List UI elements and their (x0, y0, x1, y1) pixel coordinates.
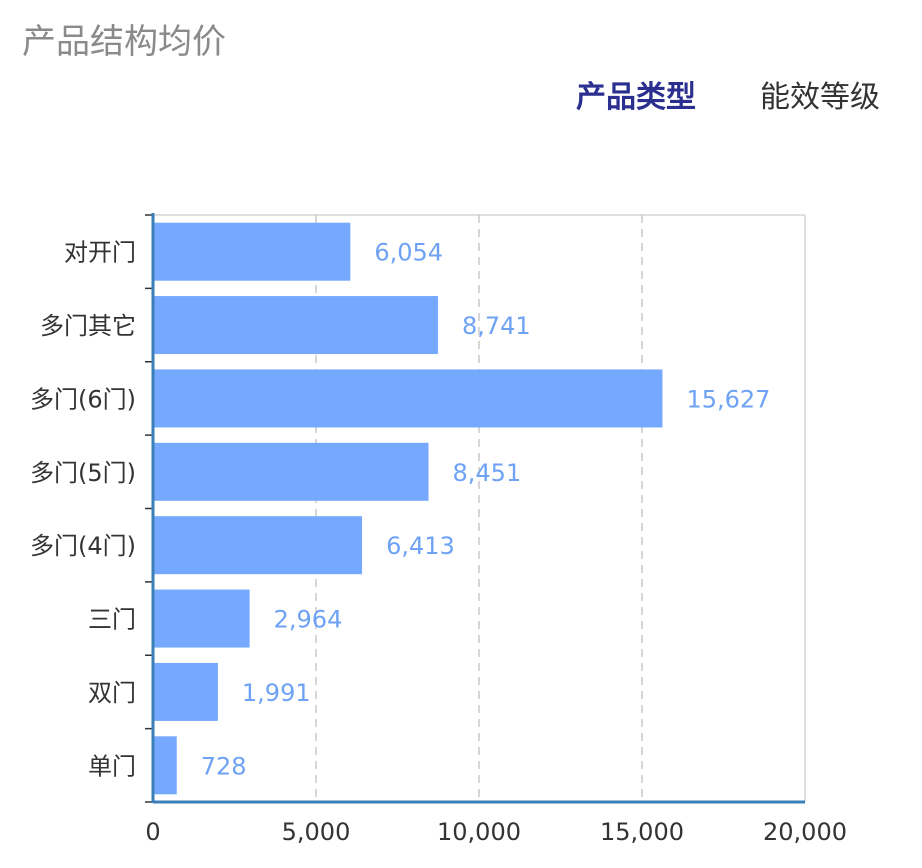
value-label: 6,413 (386, 532, 455, 560)
x-tick-label: 10,000 (437, 818, 521, 846)
category-label: 多门其它 (40, 312, 136, 340)
value-label: 8,741 (462, 312, 531, 340)
tab-energy-level[interactable]: 能效等级 (760, 80, 880, 115)
bar (153, 222, 351, 281)
value-label: 8,451 (453, 459, 522, 487)
value-label: 6,054 (374, 239, 443, 267)
category-label: 多门(4门) (30, 532, 136, 560)
x-tick-label: 20,000 (763, 818, 847, 846)
x-tick-label: 5,000 (282, 818, 351, 846)
bar (153, 589, 250, 648)
tab-product-type[interactable]: 产品类型 (576, 80, 696, 115)
category-label: 多门(6门) (30, 385, 136, 413)
category-label: 多门(5门) (30, 459, 136, 487)
value-label: 728 (201, 752, 247, 780)
category-label: 双门 (88, 679, 136, 707)
bar (153, 296, 438, 355)
x-tick-label: 15,000 (600, 818, 684, 846)
category-label: 三门 (88, 606, 136, 634)
bar (153, 516, 363, 575)
chart-title: 产品结构均价 (22, 22, 226, 62)
bar (153, 442, 429, 501)
value-label: 1,991 (242, 679, 311, 707)
value-label: 2,964 (274, 606, 343, 634)
x-tick-label: 0 (145, 818, 160, 846)
category-label: 单门 (88, 752, 136, 780)
bar (153, 662, 218, 721)
category-label: 对开门 (64, 239, 136, 267)
bar (153, 736, 177, 795)
bar (153, 369, 663, 428)
value-label: 15,627 (686, 385, 770, 413)
